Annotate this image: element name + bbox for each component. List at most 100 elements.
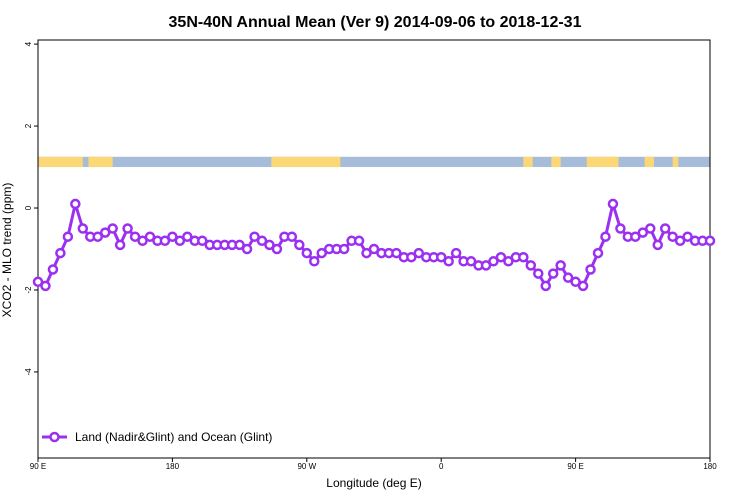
data-point bbox=[122, 223, 133, 234]
data-point bbox=[600, 231, 611, 242]
data-point bbox=[301, 247, 313, 259]
legend-label: Land (Nadir&Glint) and Ocean (Glint) bbox=[75, 430, 272, 444]
land-segment bbox=[672, 156, 679, 168]
data-point bbox=[659, 223, 671, 234]
y-tick-label: -4 bbox=[24, 368, 33, 376]
y-axis-label: XCO2 - MLO trend (ppm) bbox=[0, 183, 14, 318]
y-tick-label: 0 bbox=[24, 205, 33, 210]
data-point bbox=[480, 260, 492, 271]
data-point bbox=[114, 239, 126, 251]
data-point bbox=[107, 223, 118, 234]
data-point bbox=[413, 247, 425, 259]
y-axis: 4 2 0 -2 -4 bbox=[24, 41, 38, 376]
data-point bbox=[55, 247, 66, 259]
data-point bbox=[62, 231, 74, 242]
y-tick-label: 4 bbox=[24, 41, 33, 46]
data-point bbox=[271, 243, 283, 255]
land-segment bbox=[551, 156, 561, 168]
data-point bbox=[256, 235, 268, 247]
data-point bbox=[249, 231, 260, 242]
data-point bbox=[450, 247, 462, 259]
data-point bbox=[540, 280, 551, 292]
land-segment bbox=[88, 156, 113, 168]
data-point bbox=[674, 235, 686, 247]
plot-frame bbox=[37, 39, 711, 459]
legend-swatch-marker bbox=[49, 431, 60, 443]
data-point bbox=[607, 198, 619, 210]
data-point bbox=[615, 223, 626, 234]
data-point bbox=[241, 243, 253, 255]
data-point bbox=[32, 276, 44, 288]
data-point bbox=[555, 260, 566, 271]
data-point bbox=[525, 260, 537, 271]
x-tick-label: 90 E bbox=[30, 462, 46, 471]
data-point bbox=[338, 243, 350, 255]
data-point bbox=[40, 280, 51, 292]
data-point bbox=[144, 231, 156, 242]
data-point bbox=[264, 239, 275, 251]
series-group bbox=[32, 198, 716, 292]
data-point bbox=[182, 231, 193, 242]
x-tick-label: 180 bbox=[166, 462, 180, 471]
data-point bbox=[630, 231, 641, 242]
data-point bbox=[518, 251, 529, 263]
x-axis-label: Longitude (deg E) bbox=[326, 476, 421, 490]
data-point bbox=[704, 235, 716, 247]
land-ocean-strip bbox=[38, 156, 710, 168]
y-tick-label: -2 bbox=[24, 286, 33, 294]
data-point bbox=[294, 239, 305, 251]
land-segment bbox=[523, 156, 533, 168]
x-tick-label: 180 bbox=[703, 462, 717, 471]
data-point bbox=[443, 256, 454, 267]
chart-title: 35N-40N Annual Mean (Ver 9) 2014-09-06 t… bbox=[169, 14, 582, 31]
data-point bbox=[667, 231, 678, 242]
data-point bbox=[682, 231, 693, 242]
data-point bbox=[637, 227, 649, 238]
data-point bbox=[92, 231, 103, 242]
data-point bbox=[592, 247, 604, 259]
data-point bbox=[577, 280, 589, 292]
x-tick-label: 0 bbox=[439, 462, 444, 471]
land-segment bbox=[271, 156, 341, 168]
data-point bbox=[99, 227, 111, 238]
data-point bbox=[137, 235, 148, 247]
data-point bbox=[129, 231, 141, 242]
data-point bbox=[316, 247, 327, 259]
data-point bbox=[286, 231, 298, 242]
data-point bbox=[562, 272, 574, 283]
ocean-band bbox=[38, 156, 710, 168]
data-point bbox=[488, 256, 499, 267]
data-point bbox=[465, 256, 477, 267]
legend: Land (Nadir&Glint) and Ocean (Glint) bbox=[42, 430, 272, 444]
data-point bbox=[174, 235, 186, 247]
data-point bbox=[77, 223, 89, 234]
data-point bbox=[406, 251, 417, 263]
y-tick-label: 2 bbox=[24, 123, 33, 128]
data-point bbox=[309, 256, 320, 267]
data-point bbox=[570, 276, 581, 288]
data-point bbox=[197, 235, 208, 247]
data-point bbox=[585, 264, 596, 275]
data-point bbox=[652, 239, 663, 251]
x-tick-label: 90 E bbox=[567, 462, 583, 471]
data-point bbox=[533, 268, 544, 279]
data-point bbox=[167, 231, 178, 242]
data-point bbox=[435, 251, 447, 263]
data-point bbox=[547, 268, 559, 279]
data-point bbox=[361, 247, 372, 259]
data-point bbox=[645, 223, 656, 234]
data-point bbox=[353, 235, 365, 247]
data-point bbox=[159, 235, 171, 247]
data-point bbox=[503, 256, 514, 267]
land-segment bbox=[644, 156, 654, 168]
data-point bbox=[368, 243, 380, 255]
x-tick-label: 90 W bbox=[297, 462, 316, 471]
x-axis: 90 E 180 90 W 0 90 E 180 bbox=[30, 458, 717, 471]
land-segment bbox=[586, 156, 619, 168]
land-segment bbox=[38, 156, 83, 168]
data-point bbox=[391, 247, 402, 259]
data-point bbox=[234, 239, 245, 251]
data-point bbox=[70, 198, 81, 210]
data-point bbox=[47, 264, 59, 275]
